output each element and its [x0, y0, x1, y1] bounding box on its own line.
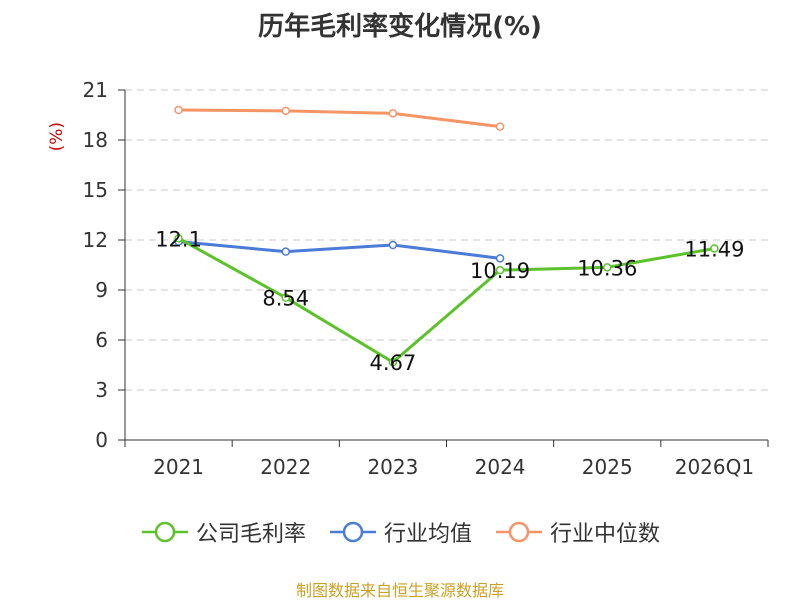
data-point [388, 357, 398, 367]
data-point [495, 265, 505, 275]
chart-legend: 公司毛利率 行业均值 行业中位数 [0, 516, 800, 548]
legend-line-marker-icon [141, 521, 188, 543]
data-point [388, 240, 398, 250]
data-label: 10.19 [470, 259, 530, 283]
series-line [177, 237, 715, 364]
legend-label: 行业中位数 [550, 522, 661, 547]
data-point [281, 106, 290, 116]
y-tick-label: 9 [95, 278, 108, 302]
data-source-note: 制图数据来自恒生聚源数据库 [295, 581, 504, 600]
legend-label: 公司毛利率 [195, 522, 306, 547]
legend-item-company[interactable]: 公司毛利率 [140, 516, 306, 548]
data-point [281, 293, 290, 302]
x-tick-label: 2021 [153, 455, 204, 479]
y-tick-label: 6 [95, 328, 108, 352]
x-tick-label: 2026Q1 [675, 455, 754, 479]
data-label: 11.49 [684, 238, 744, 262]
series-line [178, 240, 501, 260]
x-tick-label: 2024 [475, 455, 526, 479]
y-tick-label: 15 [83, 178, 108, 202]
legend-item-industry-median[interactable]: 行业中位数 [494, 516, 660, 548]
data-point [603, 263, 612, 272]
legend-label: 行业均值 [383, 522, 472, 547]
y-tick-label: 21 [83, 78, 108, 102]
data-label: 10.36 [577, 256, 637, 280]
y-tick-label: 0 [95, 428, 108, 452]
series-line [178, 108, 501, 129]
legend-line-marker-icon [329, 521, 376, 543]
data-point [495, 254, 505, 263]
data-label: 12.1 [155, 227, 202, 251]
data-point [710, 244, 719, 253]
y-tick-label: 12 [83, 228, 108, 252]
legend-line-marker-icon [496, 521, 542, 543]
data-point [495, 122, 505, 131]
data-label: 4.67 [370, 351, 417, 375]
data-point [388, 109, 398, 118]
y-tick-label: 3 [95, 378, 108, 402]
chart-title: 历年毛利率变化情况(%) [258, 12, 542, 42]
x-tick-label: 2023 [367, 455, 418, 479]
y-axis-unit-label: (%) [47, 122, 67, 151]
data-label: 8.54 [262, 287, 309, 311]
y-tick-label: 18 [83, 128, 108, 152]
x-tick-label: 2025 [582, 455, 633, 479]
data-point [174, 234, 183, 243]
legend-item-industry-mean[interactable]: 行业均值 [328, 516, 472, 548]
data-point [281, 247, 290, 256]
data-point [174, 105, 183, 115]
x-tick-label: 2022 [260, 455, 311, 479]
